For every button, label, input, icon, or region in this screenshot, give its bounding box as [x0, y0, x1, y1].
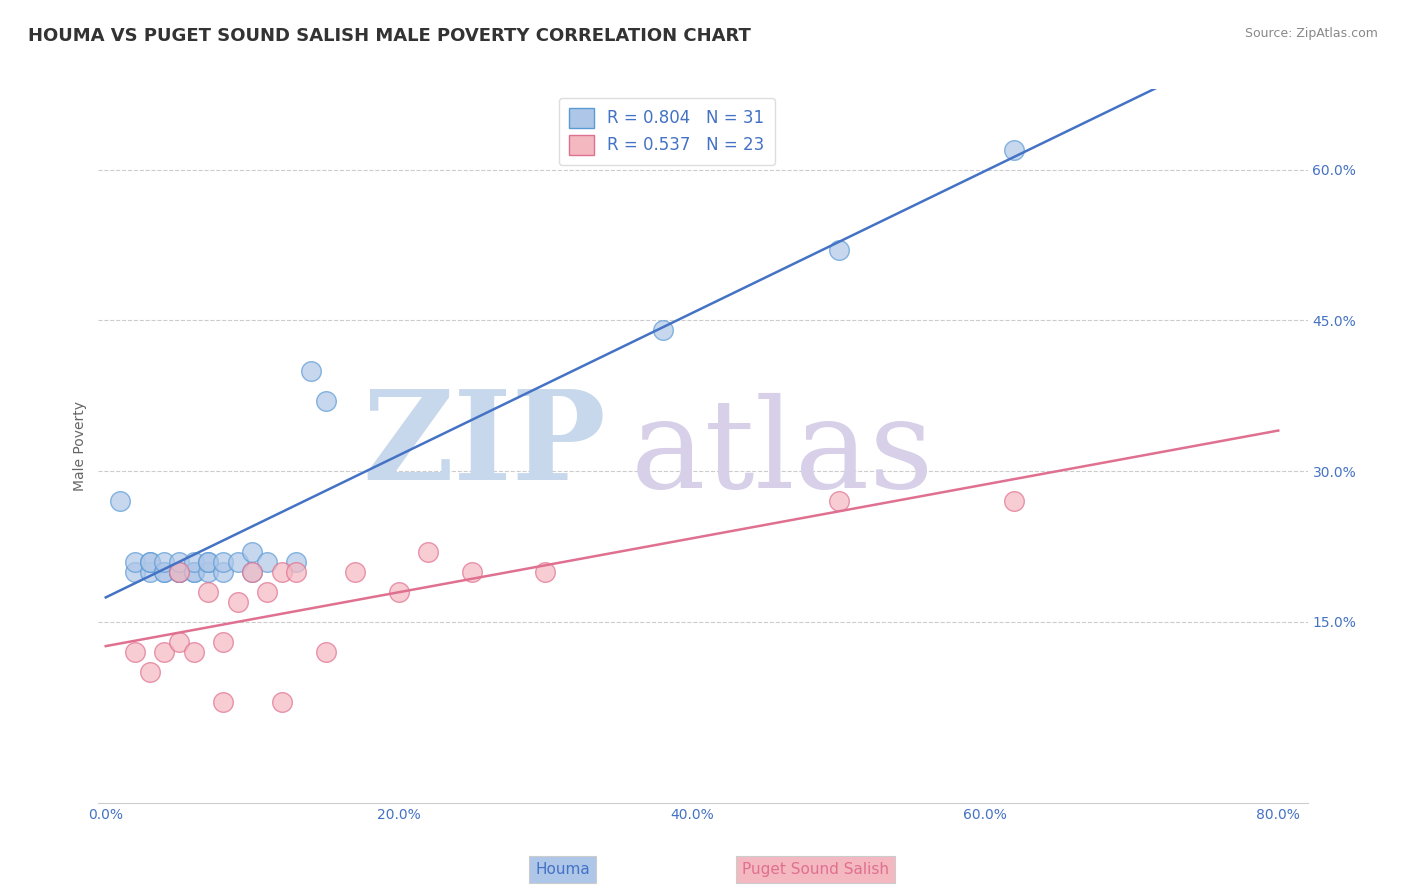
Point: [212, 555, 235, 569]
Point: [197, 565, 219, 579]
Text: Puget Sound Salish: Puget Sound Salish: [742, 863, 889, 877]
Point: [124, 645, 146, 659]
Point: [651, 323, 673, 337]
Text: atlas: atlas: [630, 392, 934, 514]
Point: [124, 565, 146, 579]
Point: [167, 565, 190, 579]
Point: [138, 555, 160, 569]
Text: Source: ZipAtlas.com: Source: ZipAtlas.com: [1244, 27, 1378, 40]
Point: [315, 393, 337, 408]
Point: [167, 635, 190, 649]
Point: [153, 555, 176, 569]
Point: [343, 565, 366, 579]
Point: [240, 544, 263, 558]
Point: [138, 555, 160, 569]
Point: [827, 494, 849, 508]
Point: [197, 584, 219, 599]
Point: [183, 565, 205, 579]
Point: [110, 494, 132, 508]
Point: [1004, 143, 1026, 157]
Point: [167, 565, 190, 579]
Point: [212, 635, 235, 649]
Point: [461, 565, 484, 579]
Text: Houma: Houma: [536, 863, 589, 877]
Point: [138, 565, 160, 579]
Point: [138, 665, 160, 680]
Point: [153, 565, 176, 579]
Point: [153, 565, 176, 579]
Point: [827, 243, 849, 257]
Point: [183, 645, 205, 659]
Point: [183, 555, 205, 569]
Point: [153, 645, 176, 659]
Point: [167, 565, 190, 579]
Point: [124, 555, 146, 569]
Point: [315, 645, 337, 659]
Point: [299, 363, 322, 377]
Point: [240, 565, 263, 579]
Point: [256, 584, 278, 599]
Point: [226, 595, 249, 609]
Point: [167, 555, 190, 569]
Legend: R = 0.804   N = 31, R = 0.537   N = 23: R = 0.804 N = 31, R = 0.537 N = 23: [560, 97, 775, 165]
Point: [197, 555, 219, 569]
Point: [167, 565, 190, 579]
Point: [388, 584, 411, 599]
Point: [418, 544, 440, 558]
Point: [212, 565, 235, 579]
Point: [270, 565, 292, 579]
Point: [197, 555, 219, 569]
Text: ZIP: ZIP: [363, 385, 606, 507]
Point: [270, 695, 292, 709]
Point: [256, 555, 278, 569]
Text: HOUMA VS PUGET SOUND SALISH MALE POVERTY CORRELATION CHART: HOUMA VS PUGET SOUND SALISH MALE POVERTY…: [28, 27, 751, 45]
Point: [534, 565, 557, 579]
Point: [226, 555, 249, 569]
Point: [240, 565, 263, 579]
Y-axis label: Male Poverty: Male Poverty: [73, 401, 87, 491]
Point: [1004, 494, 1026, 508]
Point: [285, 555, 308, 569]
Point: [285, 565, 308, 579]
Point: [183, 565, 205, 579]
Point: [212, 695, 235, 709]
